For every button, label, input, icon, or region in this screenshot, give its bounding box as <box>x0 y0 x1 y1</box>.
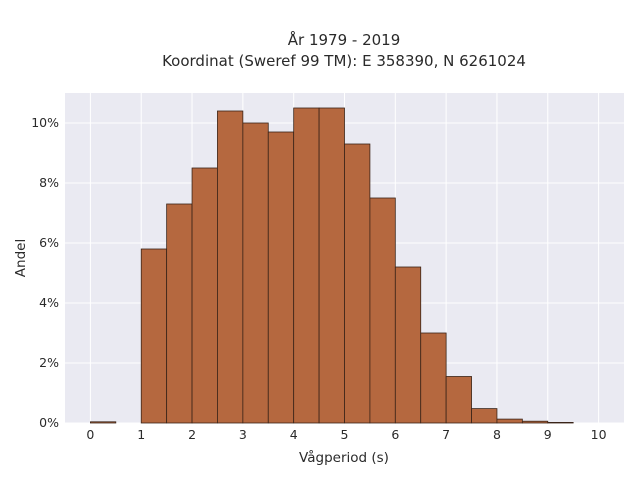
x-tick-label: 4 <box>290 427 298 442</box>
histogram-bar <box>267 131 295 424</box>
x-tick-label: 6 <box>391 427 399 442</box>
chart-title-line-1: År 1979 - 2019 <box>288 30 401 49</box>
histogram-bar <box>90 421 117 424</box>
histogram-bar <box>140 248 168 424</box>
histogram-bar <box>293 107 320 424</box>
histogram-bar <box>217 110 244 424</box>
x-tick-label: 7 <box>442 427 450 442</box>
histogram-bar <box>547 421 574 424</box>
y-tick-labels: 0% 2% 4% 6% 8% 10% <box>31 115 59 430</box>
x-tick-label: 5 <box>341 427 349 442</box>
histogram-bar <box>445 376 472 424</box>
y-axis-label: Andel <box>13 239 29 277</box>
x-tick-label: 10 <box>591 427 607 442</box>
y-tick-label: 2% <box>39 355 59 370</box>
histogram-bar <box>369 197 396 424</box>
x-tick-label: 9 <box>544 427 552 442</box>
histogram-bar <box>242 122 269 424</box>
bars <box>90 107 574 424</box>
y-tick-label: 8% <box>39 175 59 190</box>
histogram-bar <box>521 420 549 424</box>
chart-title-line-2: Koordinat (Sweref 99 TM): E 358390, N 62… <box>162 52 526 70</box>
x-tick-label: 8 <box>493 427 501 442</box>
x-tick-label: 3 <box>239 427 247 442</box>
x-tick-label: 1 <box>137 427 145 442</box>
x-tick-label: 2 <box>188 427 196 442</box>
y-tick-label: 4% <box>39 295 59 310</box>
histogram-bar <box>420 332 447 424</box>
histogram-bar <box>394 266 422 424</box>
x-tick-label: 0 <box>86 427 94 442</box>
y-tick-label: 0% <box>39 415 59 430</box>
histogram-bar <box>496 418 523 424</box>
x-tick-labels: 0 1 2 3 4 5 6 7 8 9 10 <box>86 427 606 442</box>
histogram-bar <box>344 143 371 424</box>
histogram-bar <box>166 203 193 424</box>
histogram-bar <box>318 107 345 424</box>
histogram-bar <box>191 167 218 424</box>
x-axis-label: Vågperiod (s) <box>299 449 389 466</box>
y-tick-label: 10% <box>31 115 59 130</box>
histogram-bar <box>471 408 498 424</box>
y-tick-label: 6% <box>39 235 59 250</box>
